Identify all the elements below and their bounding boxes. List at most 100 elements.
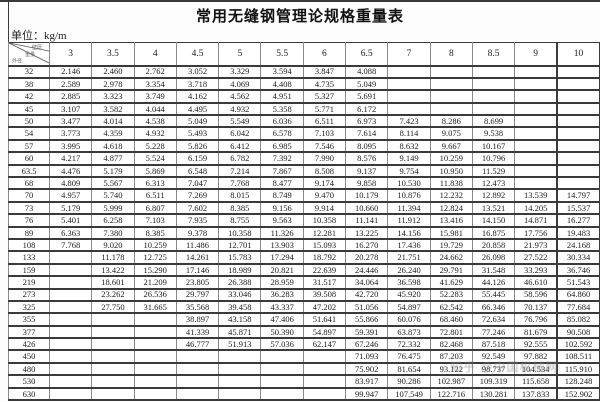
weight-cell [302, 387, 346, 402]
weight-cell [556, 65, 600, 79]
weight-cell [48, 387, 92, 402]
weight-cell: 47.406 [260, 313, 304, 327]
weight-cell: 70.137 [514, 300, 558, 315]
weight-cell: 11.486 [175, 238, 219, 253]
weight-cell: 46.610 [514, 276, 558, 290]
weight-cell [429, 77, 473, 92]
weight-cell [48, 350, 92, 364]
weight-cell: 13.521 [471, 201, 515, 216]
table-row: 325 27.750 31.665 35.568 39.458 43.337 47.202 5… [8, 300, 600, 315]
weight-cell: 47.202 [302, 300, 346, 315]
row-header-diameter: 32 [8, 65, 50, 79]
weight-cell: 5.358 [260, 102, 304, 117]
weight-cell: 3.847 [302, 65, 346, 79]
weight-cell: 24.446 [345, 263, 388, 278]
weight-cell: 38.897 [175, 313, 219, 327]
weight-cell: 10.179 [345, 189, 388, 203]
weight-cell: 4.951 [260, 90, 304, 104]
column-header: 3 [48, 42, 92, 67]
weight-cell: 30.334 [556, 251, 600, 265]
table-row: 63.5 4.476 5.179 5.869 6.548 7.214 7.867 8.508 9… [8, 164, 600, 179]
weight-cell: 8.755 [218, 214, 261, 228]
table-row: 133 11.178 12.725 14.261 15.783 17.294 18.792 2… [8, 251, 600, 265]
weight-cell: 7.546 [302, 139, 346, 154]
weight-cell: 14.871 [514, 214, 558, 228]
weight-cell: 3.995 [48, 139, 92, 154]
weight-cell: 4.408 [260, 77, 304, 92]
weight-cell: 137.833 [514, 387, 558, 402]
weight-cell: 45.871 [218, 325, 261, 340]
weight-cell: 4.877 [91, 152, 135, 166]
weight-cell: 3.107 [48, 102, 92, 117]
weight-cell: 59.391 [345, 325, 388, 340]
weight-cell [175, 375, 219, 389]
weight-cell [260, 375, 304, 389]
row-header-diameter: 73 [8, 201, 50, 216]
weight-cell: 6.973 [345, 115, 388, 129]
weight-cell [514, 102, 558, 117]
weight-cell: 13.422 [91, 263, 135, 278]
row-header-diameter: 377 [8, 325, 50, 340]
weight-table: 壁厚 重量 外径 3 3.5 4 4.5 5 5.5 6 6.5 7 8 8.5 9 10 32 2.14… [8, 42, 600, 402]
weight-cell [556, 164, 600, 179]
row-header-diameter: 630 [8, 387, 50, 402]
weight-cell: 36.598 [387, 276, 431, 290]
weight-cell: 4.538 [133, 115, 177, 129]
column-header: 9 [514, 42, 558, 67]
table-row: 32 2.146 2.460 2.762 3.052 3.329 3.594 3.847 4.0… [8, 65, 600, 79]
weight-cell: 5.771 [302, 102, 346, 117]
weight-cell: 93.122 [429, 362, 473, 377]
weight-cell: 64.860 [556, 288, 600, 302]
weight-cell: 27.522 [514, 251, 558, 265]
row-header-diameter: 38 [8, 77, 50, 92]
weight-cell [429, 65, 473, 79]
weight-cell: 87.518 [471, 338, 515, 352]
row-header-diameter: 54 [8, 127, 50, 141]
weight-cell: 72.634 [471, 313, 515, 327]
weight-cell: 41.339 [175, 325, 219, 340]
column-header: 8 [429, 42, 473, 67]
weight-cell: 8.286 [429, 115, 473, 129]
weight-cell: 6.172 [345, 102, 388, 117]
weight-cell: 81.654 [387, 362, 431, 377]
weight-cell: 9.149 [387, 152, 431, 166]
weight-cell: 5.049 [175, 115, 219, 129]
weight-cell: 33.293 [514, 263, 558, 278]
weight-cell: 62.147 [302, 338, 346, 352]
weight-cell [302, 350, 346, 364]
weight-cell: 54.897 [387, 300, 431, 315]
weight-cell: 12.701 [218, 238, 261, 253]
weight-cell: 5.327 [302, 90, 346, 104]
weight-cell: 18.792 [302, 251, 346, 265]
sheet-left-border [8, 2, 9, 42]
column-header: 5.5 [260, 42, 304, 67]
table-row: 42 2.885 3.323 3.749 4.162 4.562 4.951 5.327 5.6… [8, 90, 600, 104]
weight-cell: 5.179 [48, 201, 92, 216]
weight-cell: 5.228 [133, 139, 177, 154]
weight-cell: 7.602 [175, 201, 219, 216]
table-row: 45 3.107 3.582 4.044 4.495 4.932 5.358 5.771 6.1… [8, 102, 600, 117]
weight-cell: 8.385 [133, 226, 177, 241]
weight-cell: 60.076 [387, 313, 431, 327]
table-row: 68 4.809 5.567 6.313 7.047 7.768 8.477 9.174 9.8… [8, 177, 600, 191]
weight-cell: 6.807 [133, 201, 177, 216]
weight-cell: 7.867 [260, 164, 304, 179]
weight-cell: 6.548 [175, 164, 219, 179]
corner-label-weight: 重量 [25, 51, 35, 58]
weight-cell: 21.209 [133, 276, 177, 290]
weight-cell: 4.069 [218, 77, 261, 92]
weight-cell: 72.332 [387, 338, 431, 352]
weight-cell [556, 152, 600, 166]
weight-cell: 5.401 [48, 214, 92, 228]
weight-cell: 2.589 [48, 77, 92, 92]
weight-cell: 62.542 [429, 300, 473, 315]
weight-cell: 4.088 [345, 65, 388, 79]
weight-cell: 9.156 [260, 201, 304, 216]
row-header-diameter: 450 [8, 350, 50, 364]
weight-cell [514, 65, 558, 79]
weight-cell: 76.475 [387, 350, 431, 364]
weight-cell: 10.950 [429, 164, 473, 179]
weight-cell [133, 375, 177, 389]
weight-cell: 77.684 [556, 300, 600, 315]
weight-cell: 92.549 [471, 350, 515, 364]
